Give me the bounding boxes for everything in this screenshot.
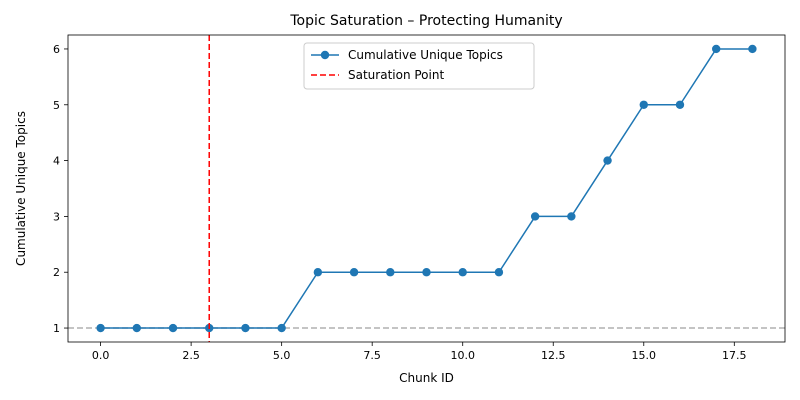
legend-saturation-label: Saturation Point xyxy=(348,68,444,82)
legend-series-label: Cumulative Unique Topics xyxy=(348,48,503,62)
y-tick-label: 3 xyxy=(53,210,60,223)
legend-series-marker xyxy=(320,50,330,60)
chart-title: Topic Saturation – Protecting Humanity xyxy=(289,13,562,29)
data-point xyxy=(96,323,105,333)
data-point xyxy=(603,156,612,165)
x-tick-label: 15.0 xyxy=(632,349,657,362)
legend: Cumulative Unique Topics Saturation Poin… xyxy=(303,42,535,90)
axes-frame xyxy=(67,34,786,343)
data-point xyxy=(639,100,648,109)
x-tick-label: 5.0 xyxy=(273,349,291,362)
x-tick-label: 10.0 xyxy=(450,349,475,362)
x-tick-label: 17.5 xyxy=(722,349,747,362)
data-point xyxy=(349,268,359,277)
data-point xyxy=(458,268,467,277)
x-tick-label: 12.5 xyxy=(541,349,566,362)
x-tick-label: 2.5 xyxy=(182,349,200,362)
data-point xyxy=(168,323,178,333)
data-point xyxy=(422,268,431,277)
data-point xyxy=(386,268,395,277)
legend-box xyxy=(303,42,535,90)
axes: 0.0 2.5 5.0 7.5 10.0 12.5 15.0 17.5 1 2 3 4 5 6 xyxy=(53,34,786,362)
y-tick-label: 1 xyxy=(53,322,60,335)
data-point xyxy=(277,323,286,333)
plot-area xyxy=(68,35,785,342)
data-point xyxy=(241,323,250,333)
x-axis-label: Chunk ID xyxy=(399,371,454,385)
data-point xyxy=(748,44,757,54)
x-tick-label: 7.5 xyxy=(363,349,381,362)
y-tick-label: 5 xyxy=(53,99,60,112)
y-tick-label: 2 xyxy=(53,266,60,279)
data-point xyxy=(567,212,576,221)
data-point xyxy=(711,44,721,54)
x-tick-label: 0.0 xyxy=(92,349,110,362)
data-point xyxy=(494,268,504,277)
y-tick-label: 6 xyxy=(53,43,60,56)
data-point xyxy=(530,212,540,221)
data-point xyxy=(132,323,142,333)
y-axis-label: Cumulative Unique Topics xyxy=(14,111,28,266)
y-tick-label: 4 xyxy=(53,155,60,168)
data-point xyxy=(313,268,323,277)
data-point xyxy=(675,100,685,109)
